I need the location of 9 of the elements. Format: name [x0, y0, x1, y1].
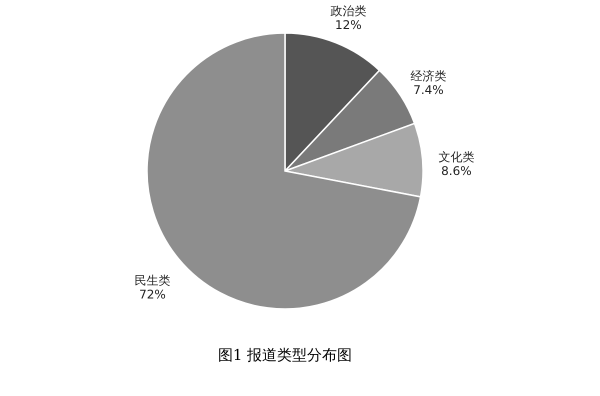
slice-label: 经济类 [410, 69, 446, 84]
data-label: 12% [334, 18, 362, 32]
data-label: 7.4% [413, 83, 444, 98]
text: 图1 报道类型分布图 [218, 346, 352, 364]
slice-label: 民生类 [134, 274, 170, 288]
data-label: 8.6% [441, 164, 472, 178]
slice-label: 政治类 [330, 4, 366, 18]
data-label: 72% [139, 288, 166, 302]
slice-label: 文化类 [438, 150, 474, 164]
